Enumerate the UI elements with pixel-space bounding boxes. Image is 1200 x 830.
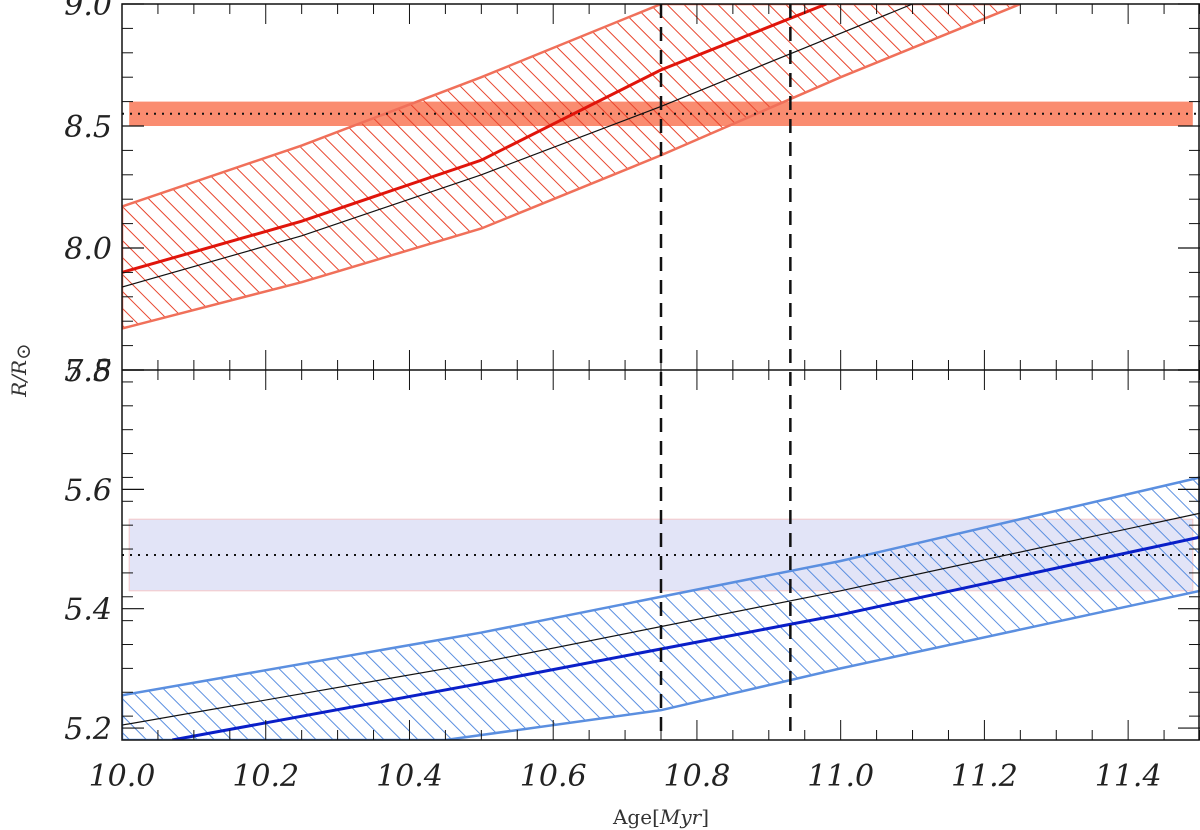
y-axis-title: R/R⊙ [7, 343, 35, 398]
age-reference-lines [659, 4, 792, 740]
y-tick-label: 5.8 [64, 354, 112, 389]
x-tick-label: 10.0 [89, 759, 156, 794]
x-tick-label: 10.6 [520, 759, 587, 794]
x-tick-label: 10.4 [376, 759, 443, 794]
y-tick-label: 5.4 [64, 593, 112, 628]
x-tick-label: 10.8 [664, 759, 731, 794]
y-tick-label: 5.6 [64, 473, 112, 508]
x-tick-label: 11.4 [1095, 759, 1162, 794]
x-axis-title: Age[Myr] [612, 805, 709, 829]
y-tick-label: 9.0 [64, 0, 112, 23]
x-tick-label: 11.2 [951, 759, 1018, 794]
y-tick-label: 8.5 [64, 110, 112, 145]
y-tick-label: 7.5 [64, 354, 112, 389]
y-tick-label: 5.2 [64, 712, 112, 747]
y-tick-labels: 7.5 8.0 8.5 9.0 5.2 5.4 5.6 5.8 [64, 0, 112, 747]
x-tick-label: 11.0 [807, 759, 874, 794]
axes-frame [121, 3, 1200, 741]
primary-model-line [122, 4, 827, 274]
x-tick-labels: 10.0 10.2 10.4 10.6 10.8 11.0 11.2 11.4 [89, 759, 1162, 794]
x-tick-label: 10.2 [232, 759, 299, 794]
model-uncertainty-envelope [122, 4, 1021, 330]
plot-border [121, 3, 1200, 741]
y-tick-label: 8.0 [64, 232, 112, 267]
